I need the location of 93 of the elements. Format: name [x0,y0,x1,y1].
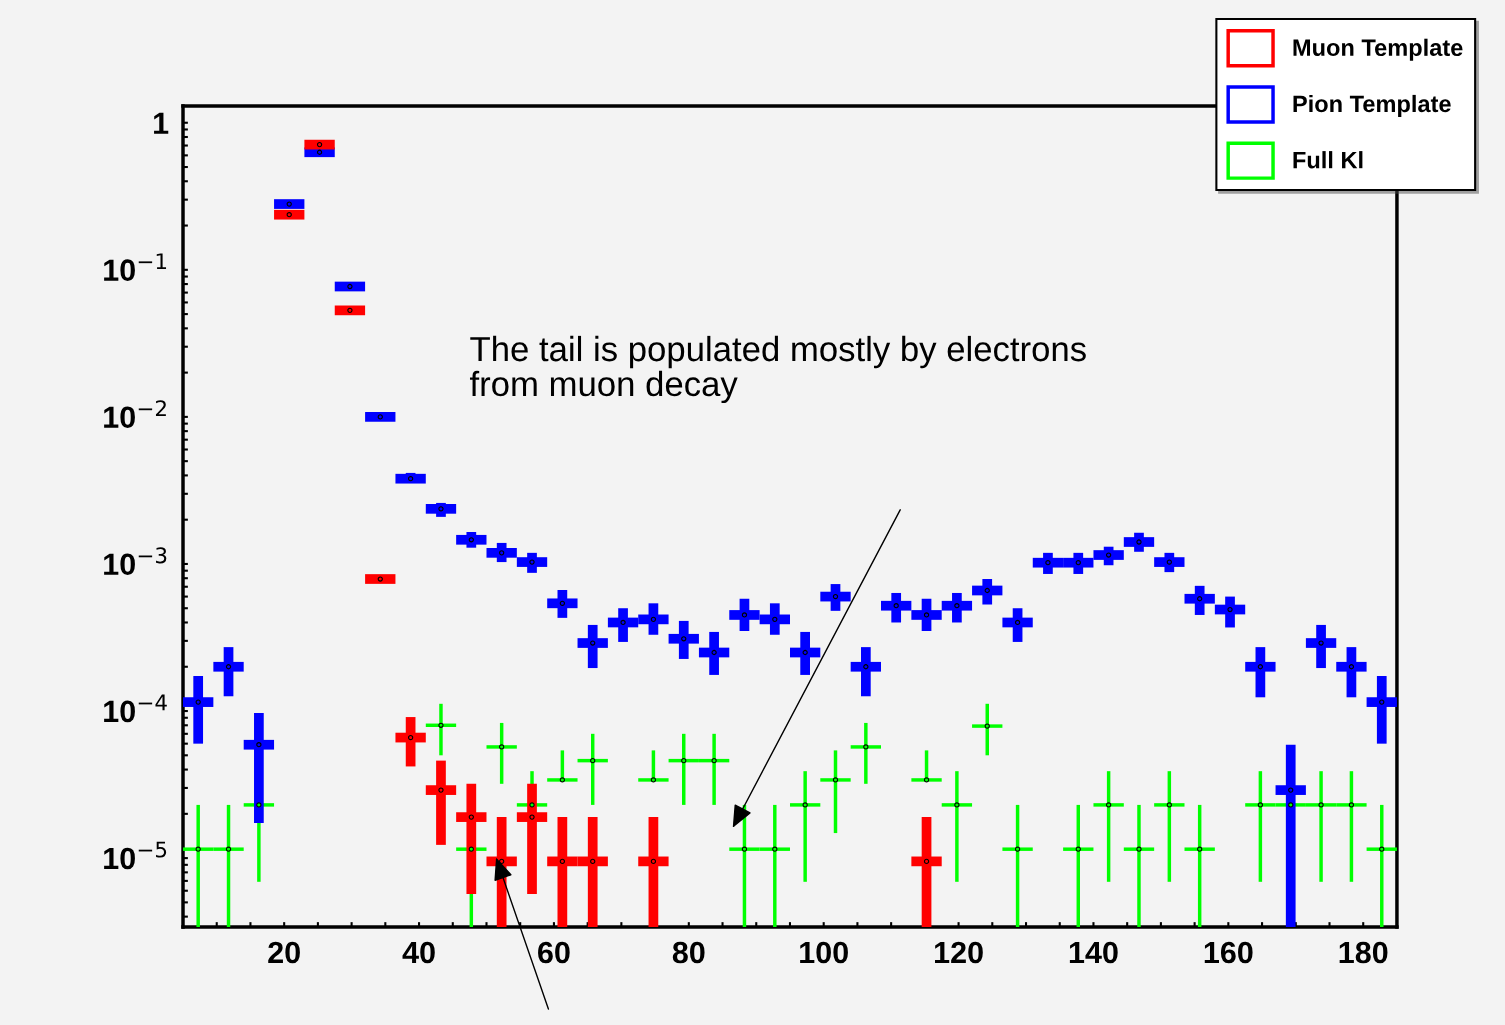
point [1379,846,1385,852]
point [195,699,201,705]
x-tick-label: 40 [402,941,435,964]
y-tick-label: 1 [154,112,169,134]
point [1227,606,1233,613]
point [620,619,626,626]
point [1348,802,1355,808]
point [802,802,808,808]
point [225,846,232,852]
point [407,476,414,482]
point [1075,560,1081,566]
point [1166,802,1172,808]
x-tick-label: 140 [1069,941,1118,964]
point [256,742,262,748]
point [893,603,899,609]
point [1257,802,1264,808]
point [1136,539,1142,545]
x-tick-label: 180 [1339,941,1388,964]
point [1288,787,1294,793]
x-tick-label: 80 [672,941,705,964]
y-tick-label: 10$^{−3}$ [104,547,167,576]
point [468,846,474,852]
point [590,640,596,646]
point [499,744,505,750]
point [772,846,778,852]
x-tick-label: 100 [800,941,848,964]
x-tick-label: 120 [935,941,983,964]
legend-label: Muon Template [1293,38,1463,61]
point [225,664,232,670]
point [681,757,687,764]
point [1045,560,1051,566]
point [1105,552,1112,558]
point [590,858,596,865]
point [529,814,535,820]
point [984,587,990,594]
point [499,550,505,556]
point [1197,846,1203,852]
point [923,858,930,865]
point [772,616,778,623]
point [438,506,444,512]
point [1379,699,1385,705]
point [741,612,748,618]
legend-label: Pion Template [1293,94,1451,117]
point [923,612,930,618]
x-tick-label: 20 [268,941,300,964]
point [681,636,687,642]
point [1014,619,1021,626]
point [256,802,262,808]
point [1105,802,1112,808]
y-tick-label: 10$^{−5}$ [104,841,167,870]
point [559,777,566,783]
point [832,593,839,600]
point [468,814,474,820]
point [741,846,748,852]
x-tick-label: 160 [1204,941,1253,964]
point [1348,664,1355,670]
legend-label: Full Kl [1293,151,1363,169]
point [590,757,596,764]
point [1014,846,1021,852]
point [923,777,930,783]
y-tick-label: 10$^{−2}$ [104,400,166,429]
point [529,559,535,565]
y-tick-label: 10$^{−1}$ [104,253,167,281]
point [1075,846,1081,852]
point [559,858,566,865]
point [954,603,960,609]
point [863,664,869,670]
point [468,537,474,543]
point [954,802,960,808]
point [650,777,657,783]
point [407,734,414,741]
y-tick-label: 10$^{−4}$ [104,694,167,723]
point [711,757,717,764]
point [529,802,535,808]
point [650,616,657,623]
point [195,846,201,852]
point [438,722,444,728]
point [559,600,566,606]
point [1136,846,1142,852]
point [711,649,717,656]
x-tick-label: 60 [538,941,570,964]
point [1318,640,1324,646]
point [438,787,444,793]
point [802,649,808,656]
point [650,858,657,865]
point [1166,559,1172,565]
point [832,777,839,783]
point [863,744,869,750]
point [1257,664,1264,670]
point [1318,802,1324,808]
annotation: The tail is populated mostly by electrons from muon decay [469,335,1086,404]
point [1197,596,1203,602]
point [984,723,990,729]
